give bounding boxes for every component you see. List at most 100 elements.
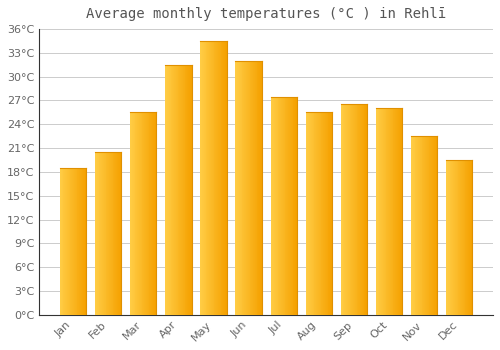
Bar xyxy=(281,97,282,315)
Bar xyxy=(219,41,220,315)
Bar xyxy=(148,112,150,315)
Bar xyxy=(411,136,412,315)
Bar xyxy=(276,97,278,315)
Bar xyxy=(104,152,106,315)
Bar xyxy=(78,168,79,315)
Bar xyxy=(354,104,355,315)
Bar xyxy=(178,65,180,315)
Bar xyxy=(382,108,383,315)
Bar xyxy=(436,136,438,315)
Bar xyxy=(76,168,78,315)
Bar xyxy=(467,160,468,315)
Bar xyxy=(274,97,275,315)
Bar xyxy=(65,168,66,315)
Bar xyxy=(252,61,253,315)
Bar xyxy=(468,160,469,315)
Bar xyxy=(203,41,204,315)
Bar xyxy=(74,168,75,315)
Bar xyxy=(377,108,378,315)
Bar xyxy=(383,108,384,315)
Bar xyxy=(381,108,382,315)
Bar xyxy=(100,152,101,315)
Bar xyxy=(98,152,100,315)
Bar xyxy=(292,97,294,315)
Bar xyxy=(294,97,295,315)
Bar xyxy=(460,160,461,315)
Bar xyxy=(273,97,274,315)
Bar xyxy=(322,112,323,315)
Bar xyxy=(80,168,81,315)
Bar xyxy=(144,112,145,315)
Bar xyxy=(344,104,345,315)
Bar xyxy=(463,160,464,315)
Bar xyxy=(212,41,214,315)
Bar xyxy=(108,152,109,315)
Bar xyxy=(174,65,175,315)
Bar xyxy=(434,136,436,315)
Bar xyxy=(316,112,317,315)
Bar xyxy=(237,61,238,315)
Bar xyxy=(308,112,309,315)
Bar xyxy=(84,168,86,315)
Bar xyxy=(470,160,472,315)
Bar xyxy=(255,61,256,315)
Bar xyxy=(236,61,237,315)
Bar xyxy=(331,112,332,315)
Bar xyxy=(287,97,288,315)
Bar xyxy=(283,97,284,315)
Bar xyxy=(183,65,184,315)
Bar xyxy=(416,136,417,315)
Bar xyxy=(425,136,426,315)
Bar xyxy=(188,65,189,315)
Bar xyxy=(392,108,394,315)
Bar xyxy=(180,65,181,315)
Bar xyxy=(101,152,102,315)
Bar xyxy=(422,136,424,315)
Bar xyxy=(380,108,381,315)
Bar xyxy=(73,168,74,315)
Bar xyxy=(133,112,134,315)
Bar xyxy=(426,136,427,315)
Bar xyxy=(79,168,80,315)
Bar xyxy=(461,160,462,315)
Bar xyxy=(111,152,112,315)
Bar xyxy=(284,97,286,315)
Bar xyxy=(342,104,344,315)
Bar xyxy=(328,112,330,315)
Bar xyxy=(260,61,261,315)
Bar xyxy=(173,65,174,315)
Bar xyxy=(462,160,463,315)
Bar xyxy=(391,108,392,315)
Bar xyxy=(208,41,209,315)
Bar xyxy=(384,108,386,315)
Bar xyxy=(175,65,176,315)
Bar xyxy=(247,61,248,315)
Bar xyxy=(326,112,328,315)
Bar xyxy=(116,152,117,315)
Bar xyxy=(394,108,395,315)
Bar xyxy=(216,41,217,315)
Bar xyxy=(317,112,318,315)
Bar xyxy=(419,136,420,315)
Bar xyxy=(110,152,111,315)
Bar xyxy=(75,168,76,315)
Bar xyxy=(109,152,110,315)
Bar xyxy=(138,112,139,315)
Bar xyxy=(130,112,131,315)
Bar xyxy=(310,112,311,315)
Bar xyxy=(312,112,314,315)
Bar xyxy=(348,104,350,315)
Bar xyxy=(433,136,434,315)
Bar xyxy=(132,112,133,315)
Bar xyxy=(295,97,296,315)
Bar xyxy=(378,108,380,315)
Bar xyxy=(70,168,72,315)
Bar xyxy=(361,104,362,315)
Bar xyxy=(314,112,316,315)
Bar xyxy=(362,104,364,315)
Bar xyxy=(454,160,455,315)
Bar xyxy=(222,41,223,315)
Bar xyxy=(376,108,377,315)
Bar xyxy=(214,41,216,315)
Bar xyxy=(288,97,289,315)
